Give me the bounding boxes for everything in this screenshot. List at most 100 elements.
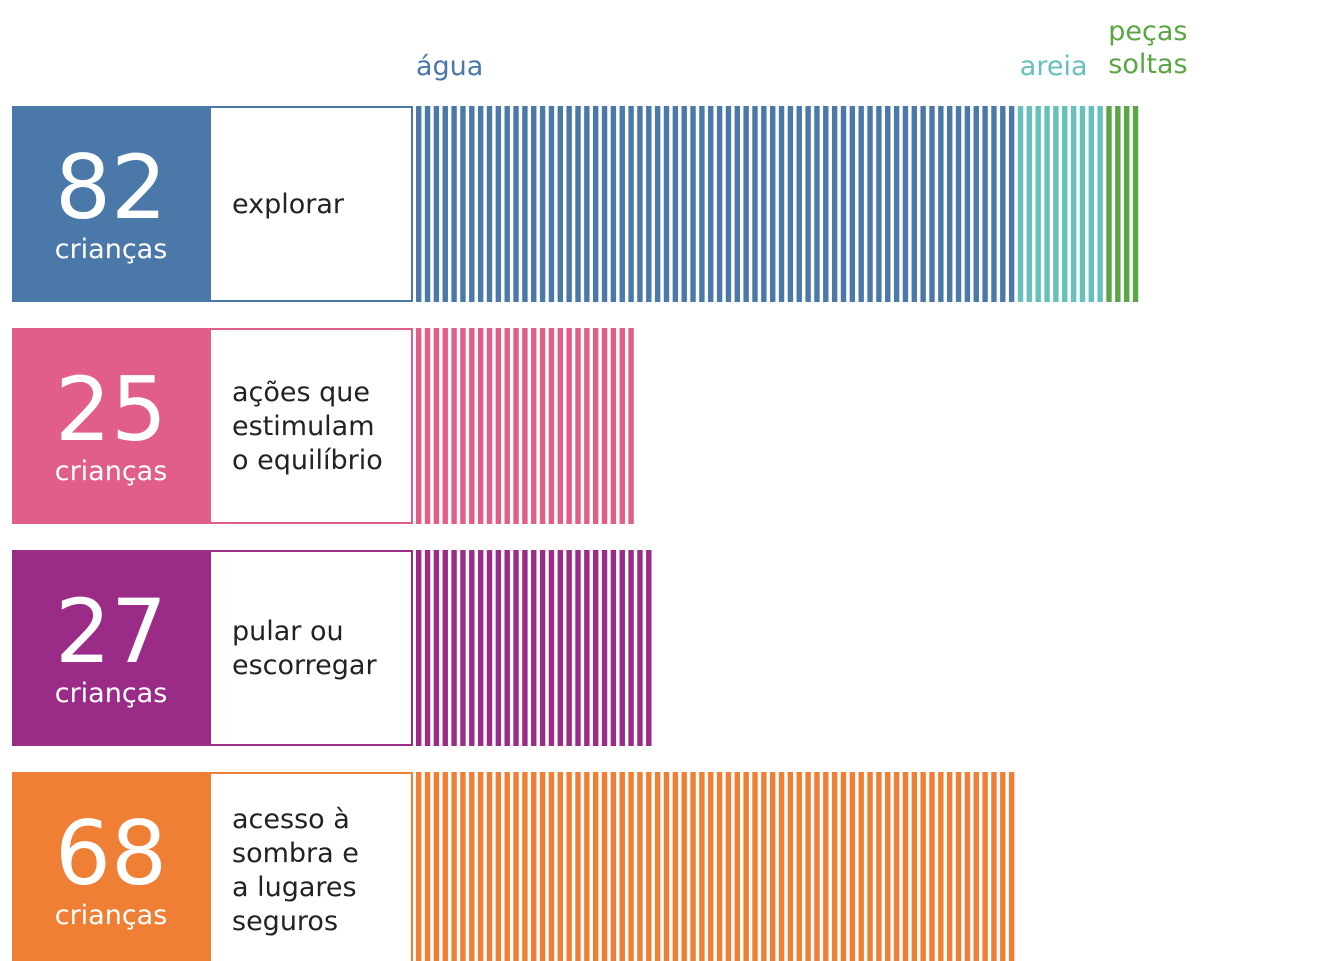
bar-stripe [752,106,758,302]
bar-stripe [982,772,988,961]
bar-stripe [628,772,634,961]
bar-stripe [831,772,838,961]
bar-stripe [460,328,466,524]
bar-stripe [433,106,440,302]
bar-stripe [513,328,519,524]
bar-stripe [469,106,475,302]
description-box [209,550,413,746]
bar-stripe [858,772,864,961]
bar-stripe [911,106,917,302]
bar-stripe [858,106,864,302]
bar-stripe [708,772,714,961]
bar-stripe [778,106,785,302]
bar-stripe [699,106,705,302]
bar-stripe [424,772,431,961]
bar-stripe [477,328,484,524]
bar-stripe [539,772,546,961]
count-box [12,328,210,524]
bar-stripe [628,106,634,302]
bar-stripe [787,772,794,961]
description-label: explorar [232,189,345,220]
bar-stripe [663,772,670,961]
bar-stripes [416,106,1139,302]
bar-stripe [539,550,546,746]
bar-stripe [601,772,608,961]
bar-stripe [699,772,705,961]
bar-stripe [566,772,572,961]
bar-stripe [902,772,909,961]
count-value: 82 [55,136,167,239]
bar-stripe [619,772,625,961]
bar-stripe [1124,106,1130,302]
segment-header-areia: areia [1020,51,1088,82]
bar-stripe [902,106,909,302]
bar-stripe [566,328,572,524]
bar-stripe [920,106,926,302]
bar-stripe [646,772,652,961]
bar-stripe [690,772,696,961]
bar-stripe [548,328,555,524]
bar-stripe [424,106,431,302]
bar-stripe [575,550,581,746]
bar-stripe [619,106,625,302]
bar-stripe [593,328,599,524]
bar-stripe [1070,106,1077,302]
description-box [209,328,413,524]
bar-stripe [628,550,634,746]
bar-stripe [495,550,502,746]
bar-stripe [867,772,873,961]
bar-stripe [796,772,802,961]
count-value: 68 [55,802,167,905]
bar-stripe [575,106,581,302]
bar-stripe [938,772,944,961]
bar-stripe [725,106,732,302]
bar-stripe [442,550,448,746]
bar-stripe [1000,106,1006,302]
description-box [209,106,413,302]
bar-stripe [584,772,590,961]
bar-stripes [416,772,1015,961]
bar-stripe [584,550,590,746]
bar-stripe [1000,772,1006,961]
bar-stripe [654,772,661,961]
bar-stripes [416,550,652,746]
bar-stripe [1035,106,1041,302]
bar-stripe [424,550,431,746]
bar-stripe [752,772,758,961]
bar-stripe [1053,106,1059,302]
bar-stripe [601,106,608,302]
bar-stripe [486,772,493,961]
bar-stripe [849,772,856,961]
bar-stripe [637,106,643,302]
bar-stripe [1088,106,1094,302]
bar-stripe [513,106,519,302]
bar-stripe [460,550,466,746]
count-box [12,550,210,746]
count-value: 25 [55,358,167,461]
bar-stripe [460,772,466,961]
bar-stripe [690,106,696,302]
bar-stripe [557,328,563,524]
bar-stripe [840,772,847,961]
bar-stripe [672,772,679,961]
bar-stripe [1115,106,1121,302]
description-label: ações que estimulam o equilíbrio [232,377,383,476]
bar-stripe [442,772,448,961]
bar-stripe [823,106,829,302]
bar-stripe [1097,106,1103,302]
bar-stripe [522,106,528,302]
bar-stripe [460,106,466,302]
bar-stripe [734,772,740,961]
bar-stripe [1017,106,1024,302]
bar-stripe [442,328,448,524]
bar-stripe [708,106,714,302]
count-unit: crianças [55,900,168,931]
bar-stripe [955,772,962,961]
bar-stripe [1008,772,1015,961]
bar-stripe [637,772,643,961]
